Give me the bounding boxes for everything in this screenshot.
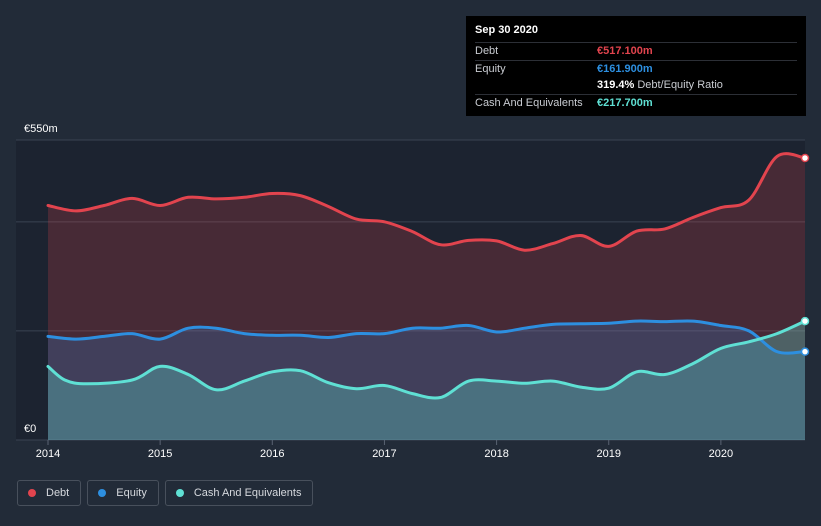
tooltip-row-equity: Equity €161.900m <box>475 59 797 78</box>
area-debt <box>48 153 805 441</box>
tooltip-panel: Sep 30 2020 Debt €517.100m Equity €161.9… <box>466 16 806 116</box>
y-axis-top-label: €550m <box>24 123 58 135</box>
tooltip-cash-label: Cash And Equivalents <box>475 96 583 109</box>
legend-label-cash: Cash And Equivalents <box>193 487 302 499</box>
tooltip-ratio-value: 319.4% <box>597 79 635 92</box>
plot-background <box>16 140 805 440</box>
legend-item-equity[interactable]: Equity <box>87 480 159 506</box>
x-tick-label-2020: 2020 <box>709 448 733 460</box>
x-tick-label-2015: 2015 <box>148 448 172 460</box>
legend-item-cash[interactable]: Cash And Equivalents <box>164 480 314 506</box>
legend-label-equity: Equity <box>116 487 147 499</box>
tooltip-row-debt: Debt €517.100m <box>475 42 797 60</box>
tooltip-debt-value: €517.100m <box>597 45 653 58</box>
tooltip-debt-label: Debt <box>475 45 499 58</box>
x-axis-ticks: 2014 2015 2016 2017 2018 2019 2020 <box>36 440 733 460</box>
legend-label-debt: Debt <box>46 487 70 499</box>
legend-item-debt[interactable]: Debt <box>17 480 82 506</box>
line-equity <box>46 319 807 355</box>
series-areas <box>48 153 805 441</box>
area-cash <box>48 321 805 440</box>
grid-lines <box>16 139 805 441</box>
end-marker-cash[interactable] <box>800 316 810 326</box>
legend-dot-equity <box>98 489 107 497</box>
x-tick-label-2017: 2017 <box>372 448 396 460</box>
x-tick-label-2014: 2014 <box>36 448 60 460</box>
legend-dot-cash <box>175 489 184 497</box>
series-lines <box>46 152 807 400</box>
tooltip-equity-label: Equity <box>475 62 506 75</box>
legend-dot-debt <box>28 489 36 497</box>
tooltip-equity-value: €161.900m <box>597 62 653 75</box>
area-equity <box>48 320 805 440</box>
chart-legend: Debt Equity Cash And Equivalents <box>17 480 314 506</box>
tooltip-cash-value: €217.700m <box>597 96 653 109</box>
tooltip-date: Sep 30 2020 <box>475 24 538 36</box>
x-tick-label-2016: 2016 <box>260 448 284 460</box>
end-marker-equity[interactable] <box>800 347 810 356</box>
y-axis-bottom-label: €0 <box>24 423 36 435</box>
line-cash <box>46 319 807 400</box>
line-debt <box>46 152 807 252</box>
tooltip-row-cash: Cash And Equivalents €217.700m <box>475 93 797 112</box>
x-tick-label-2019: 2019 <box>596 448 620 460</box>
tooltip-ratio-label: Debt/Equity Ratio <box>637 79 723 92</box>
end-marker-debt[interactable] <box>800 153 810 163</box>
series-end-markers <box>800 153 810 356</box>
x-tick-label-2018: 2018 <box>484 448 508 460</box>
tooltip-row-ratio: 319.4% Debt/Equity Ratio <box>475 77 797 94</box>
